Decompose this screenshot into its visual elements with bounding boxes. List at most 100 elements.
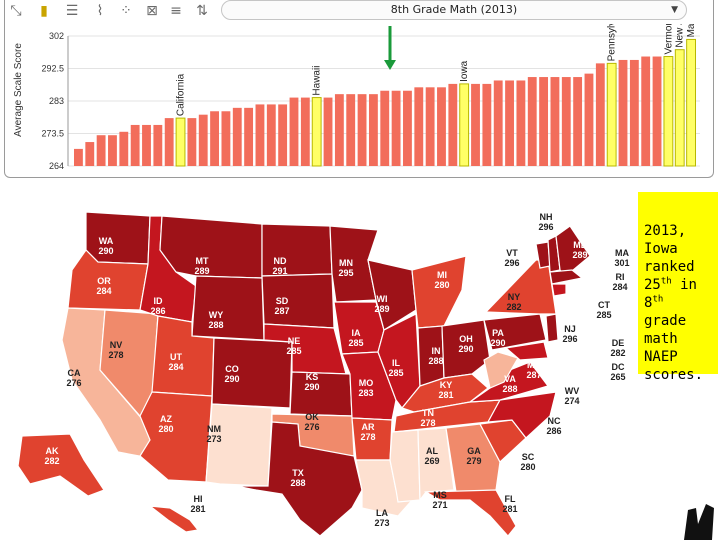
bar[interactable] xyxy=(119,131,129,166)
bar[interactable] xyxy=(482,83,492,166)
state-co[interactable] xyxy=(211,337,293,409)
state-abbr-label: NM xyxy=(207,424,221,434)
bar[interactable] xyxy=(266,104,276,166)
bar[interactable] xyxy=(414,87,424,166)
state-pa[interactable] xyxy=(483,313,547,351)
bar[interactable] xyxy=(130,124,140,166)
state-ak[interactable] xyxy=(17,433,105,497)
state-abbr-label: ME xyxy=(573,240,587,250)
bar[interactable] xyxy=(437,87,446,166)
bar[interactable] xyxy=(618,59,628,166)
bar[interactable] xyxy=(505,80,514,166)
bar-highlighted[interactable] xyxy=(606,62,617,167)
bar-highlighted[interactable] xyxy=(311,97,322,167)
line-chart-icon[interactable]: ⌇ xyxy=(96,3,104,19)
bar-chart-icon[interactable]: ▮ xyxy=(40,3,48,19)
bar[interactable] xyxy=(74,148,83,166)
bar[interactable] xyxy=(346,94,356,166)
bar-highlighted[interactable] xyxy=(175,117,186,167)
state-md[interactable] xyxy=(504,341,549,361)
corner-decoration xyxy=(684,504,714,540)
bar[interactable] xyxy=(198,114,208,166)
horizontal-bar-icon[interactable]: ☰ xyxy=(65,3,79,19)
note-line-3: ranked xyxy=(644,259,695,275)
bar[interactable] xyxy=(164,118,174,166)
bar[interactable] xyxy=(539,77,549,166)
bar[interactable] xyxy=(493,80,503,166)
state-nm[interactable] xyxy=(205,403,273,487)
state-wy[interactable] xyxy=(191,275,265,341)
list-icon[interactable]: ≡ xyxy=(170,3,182,19)
bar[interactable] xyxy=(641,56,651,166)
bar[interactable] xyxy=(448,83,458,166)
bar[interactable] xyxy=(278,104,288,166)
bar[interactable] xyxy=(244,107,254,166)
bar[interactable] xyxy=(108,135,117,166)
bar[interactable] xyxy=(232,107,242,166)
bar[interactable] xyxy=(550,77,560,166)
bar[interactable] xyxy=(380,90,390,166)
bar[interactable] xyxy=(629,59,639,166)
state-abbr-label: WV xyxy=(565,386,580,396)
state-ks[interactable] xyxy=(289,371,353,417)
state-tx[interactable] xyxy=(235,421,363,537)
chart-title-select[interactable]: 8th Grade Math (2013) ▼ xyxy=(221,0,687,20)
dropdown-arrow-icon[interactable]: ▼ xyxy=(671,5,678,15)
state-wa[interactable] xyxy=(85,211,151,265)
state-mi[interactable] xyxy=(411,255,467,329)
state-abbr-label: MA xyxy=(615,248,629,258)
state-score-label: 286 xyxy=(150,306,165,316)
bar[interactable] xyxy=(96,135,106,166)
bar[interactable] xyxy=(595,63,605,166)
bar[interactable] xyxy=(573,77,583,166)
bar[interactable] xyxy=(85,142,95,166)
bar[interactable] xyxy=(368,94,378,166)
bar-label: Pennsylvania xyxy=(607,24,618,61)
bar-highlighted[interactable] xyxy=(663,56,674,167)
state-score-label: 291 xyxy=(272,266,287,276)
bar[interactable] xyxy=(300,97,310,166)
no-chart-icon[interactable]: ⊠ xyxy=(146,3,158,19)
state-ct[interactable] xyxy=(551,283,567,297)
bar[interactable] xyxy=(187,118,197,166)
bars xyxy=(74,38,697,167)
bar[interactable] xyxy=(652,56,662,166)
state-fl[interactable] xyxy=(423,489,517,537)
bar[interactable] xyxy=(527,77,537,166)
bar[interactable] xyxy=(153,124,163,166)
state-wv[interactable] xyxy=(483,351,519,389)
bar[interactable] xyxy=(221,111,231,166)
state-oh[interactable] xyxy=(441,319,491,379)
bar[interactable] xyxy=(255,104,265,166)
bar[interactable] xyxy=(357,94,367,166)
bar[interactable] xyxy=(391,90,401,166)
bar[interactable] xyxy=(425,87,435,166)
state-me[interactable] xyxy=(555,225,591,277)
bar[interactable] xyxy=(471,83,480,166)
bar[interactable] xyxy=(334,94,344,166)
state-sd[interactable] xyxy=(261,273,335,329)
bar[interactable] xyxy=(516,80,526,166)
state-az[interactable] xyxy=(139,391,213,483)
state-hi[interactable] xyxy=(147,505,200,533)
sort-icon[interactable]: ⇅ xyxy=(196,3,208,19)
state-abbr-label: MS xyxy=(433,490,447,500)
state-wi[interactable] xyxy=(367,259,417,331)
state-abbr-label: VT xyxy=(506,248,518,258)
state-mt[interactable] xyxy=(159,215,263,279)
collapse-arrows-icon[interactable]: ⤡ xyxy=(10,3,22,19)
bar[interactable] xyxy=(323,97,333,166)
bar[interactable] xyxy=(289,97,299,166)
bar-highlighted[interactable] xyxy=(674,49,685,167)
bar[interactable] xyxy=(142,124,151,166)
bar[interactable] xyxy=(403,90,412,166)
state-ga[interactable] xyxy=(445,423,501,493)
bar[interactable] xyxy=(210,111,219,166)
bar-highlighted[interactable] xyxy=(686,38,697,167)
state-nj[interactable] xyxy=(545,313,559,343)
bar[interactable] xyxy=(561,77,571,166)
state-ma[interactable] xyxy=(549,269,584,285)
bar[interactable] xyxy=(584,73,594,166)
scatter-icon[interactable]: ⁘ xyxy=(120,3,132,19)
bar-highlighted[interactable] xyxy=(459,83,470,167)
